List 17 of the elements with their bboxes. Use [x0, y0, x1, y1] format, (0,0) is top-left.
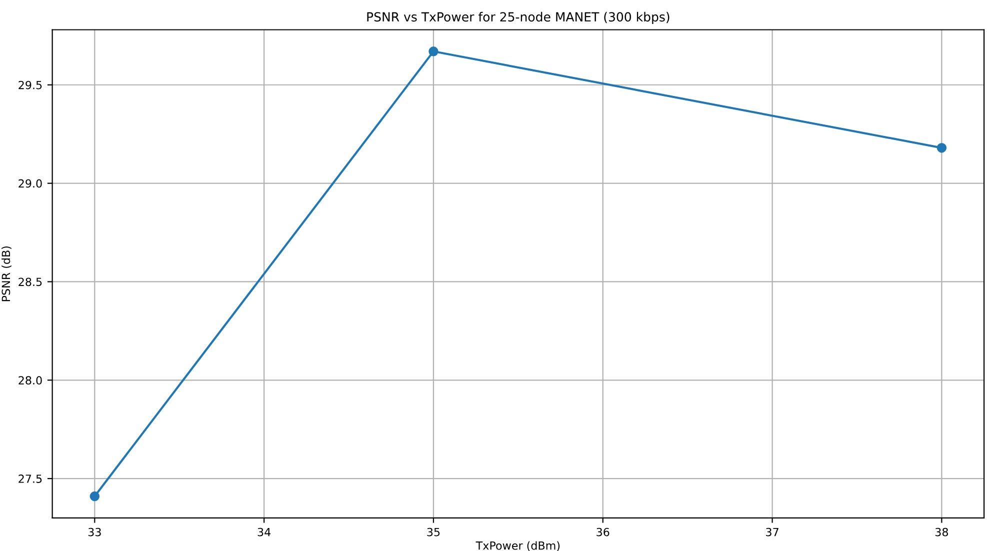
- x-tick-label: 38: [935, 528, 948, 536]
- y-axis-title: PSNR (dB): [2, 246, 12, 302]
- x-tick-label: 37: [766, 528, 778, 536]
- chart-title: PSNR vs TxPower for 25-node MANET (300 kbps): [367, 12, 670, 24]
- x-tick-label: 36: [596, 528, 610, 536]
- point: [428, 46, 438, 56]
- point: [936, 143, 947, 153]
- x-tick-label: 33: [88, 528, 101, 536]
- x-tick-label: 34: [258, 528, 271, 536]
- y-tick-label: 29.0: [18, 179, 42, 188]
- x-tick-label: 35: [427, 528, 440, 536]
- y-tick-label: 29.5: [18, 80, 42, 90]
- x-axis-title: TxPower (dBm): [476, 541, 560, 551]
- y-tick-label: 28.5: [18, 278, 42, 286]
- y-tick-label: 28.0: [18, 376, 42, 385]
- y-tick-label: 27.5: [18, 474, 42, 483]
- point: [90, 491, 100, 502]
